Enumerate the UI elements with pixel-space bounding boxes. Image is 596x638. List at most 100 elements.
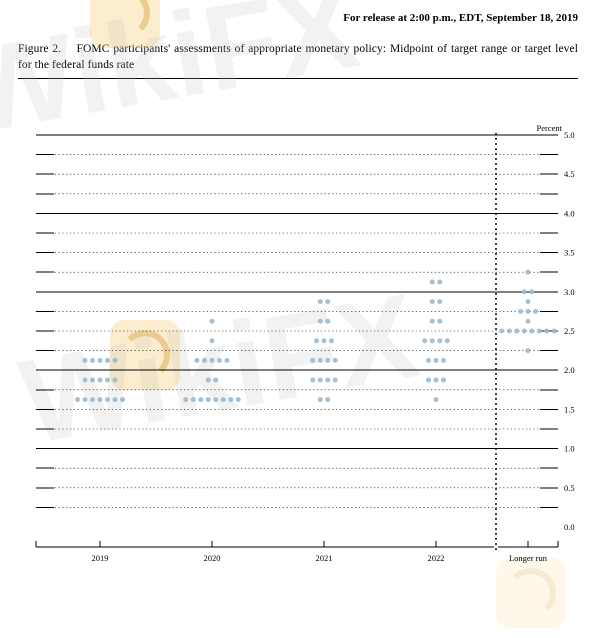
- projection-dot: [437, 319, 442, 324]
- figure-label: Figure 2.: [18, 43, 61, 55]
- x-tick-label: 2020: [204, 553, 221, 563]
- projection-dot: [529, 289, 534, 294]
- projection-dot: [426, 358, 431, 363]
- projection-dot: [325, 299, 330, 304]
- projection-dot: [526, 270, 531, 275]
- projection-dot: [310, 378, 315, 383]
- projection-dot: [430, 338, 435, 343]
- y-tick-label: 0.0: [564, 522, 575, 532]
- projection-dot: [98, 358, 103, 363]
- projection-dot: [206, 378, 211, 383]
- projection-dot: [526, 319, 531, 324]
- projection-dot: [90, 358, 95, 363]
- projection-dot: [434, 358, 439, 363]
- projection-dot: [217, 358, 222, 363]
- projection-dot: [105, 358, 110, 363]
- chart-svg: Percent0.00.51.01.52.02.53.03.54.04.55.0…: [18, 125, 578, 585]
- x-tick-label: 2019: [92, 553, 109, 563]
- projection-dot: [434, 378, 439, 383]
- projection-dot: [120, 397, 125, 402]
- projection-dot: [333, 378, 338, 383]
- projection-dot: [213, 378, 218, 383]
- dot-plot-chart: Percent0.00.51.01.52.02.53.03.54.04.55.0…: [18, 125, 578, 585]
- projection-dot: [526, 309, 531, 314]
- projection-dot: [98, 378, 103, 383]
- release-line: For release at 2:00 p.m., EDT, September…: [18, 12, 578, 24]
- projection-dot: [98, 397, 103, 402]
- projection-dot: [90, 378, 95, 383]
- projection-dot: [236, 397, 241, 402]
- y-tick-label: 0.5: [564, 483, 575, 493]
- projection-dot: [325, 378, 330, 383]
- projection-dot: [552, 329, 557, 334]
- y-tick-label: 5.0: [564, 130, 575, 140]
- x-tick-label: 2021: [316, 553, 333, 563]
- y-tick-label: 1.0: [564, 444, 575, 454]
- projection-dot: [83, 358, 88, 363]
- projection-dot: [195, 358, 200, 363]
- projection-dot: [445, 338, 450, 343]
- y-tick-label: 4.0: [564, 208, 575, 218]
- projection-dot: [518, 309, 523, 314]
- projection-dot: [206, 397, 211, 402]
- projection-dot: [441, 358, 446, 363]
- y-tick-label: 2.5: [564, 326, 575, 336]
- projection-dot: [314, 338, 319, 343]
- y-tick-label: 1.5: [564, 404, 575, 414]
- projection-dot: [526, 348, 531, 353]
- figure-caption: FOMC participants' assessments of approp…: [18, 43, 578, 71]
- projection-dot: [522, 289, 527, 294]
- projection-dot: [318, 358, 323, 363]
- projection-dot: [113, 358, 118, 363]
- projection-dot: [325, 397, 330, 402]
- x-tick-label: Longer run: [509, 553, 548, 563]
- projection-dot: [202, 358, 207, 363]
- projection-dot: [310, 358, 315, 363]
- projection-dot: [526, 299, 531, 304]
- projection-dot: [318, 397, 323, 402]
- projection-dot: [225, 358, 230, 363]
- watermark-logo: [90, 0, 160, 48]
- projection-dot: [228, 397, 233, 402]
- projection-dot: [83, 397, 88, 402]
- projection-dot: [437, 280, 442, 285]
- y-tick-label: 2.0: [564, 365, 575, 375]
- projection-dot: [83, 378, 88, 383]
- y-tick-label: 3.5: [564, 248, 575, 258]
- projection-dot: [210, 319, 215, 324]
- projection-dot: [430, 280, 435, 285]
- projection-dot: [318, 299, 323, 304]
- projection-dot: [437, 299, 442, 304]
- projection-dot: [75, 397, 80, 402]
- projection-dot: [318, 319, 323, 324]
- projection-dot: [210, 358, 215, 363]
- projection-dot: [437, 338, 442, 343]
- projection-dot: [514, 329, 519, 334]
- projection-dot: [325, 319, 330, 324]
- projection-dot: [499, 329, 504, 334]
- projection-dot: [210, 338, 215, 343]
- projection-dot: [537, 329, 542, 334]
- y-tick-label: 3.0: [564, 287, 575, 297]
- projection-dot: [422, 338, 427, 343]
- projection-dot: [329, 338, 334, 343]
- projection-dot: [318, 378, 323, 383]
- figure-title-block: Figure 2. FOMC participants' assessments…: [18, 42, 578, 79]
- projection-dot: [90, 397, 95, 402]
- projection-dot: [325, 358, 330, 363]
- projection-dot: [426, 378, 431, 383]
- projection-dot: [183, 397, 188, 402]
- projection-dot: [544, 329, 549, 334]
- projection-dot: [113, 397, 118, 402]
- page-root: WikiFX WikiFX For release at 2:00 p.m., …: [0, 0, 596, 638]
- projection-dot: [113, 378, 118, 383]
- projection-dot: [529, 329, 534, 334]
- x-tick-label: 2022: [428, 553, 445, 563]
- projection-dot: [105, 397, 110, 402]
- projection-dot: [430, 299, 435, 304]
- projection-dot: [522, 329, 527, 334]
- projection-dot: [105, 378, 110, 383]
- y-tick-label: 4.5: [564, 169, 575, 179]
- projection-dot: [434, 397, 439, 402]
- projection-dot: [213, 397, 218, 402]
